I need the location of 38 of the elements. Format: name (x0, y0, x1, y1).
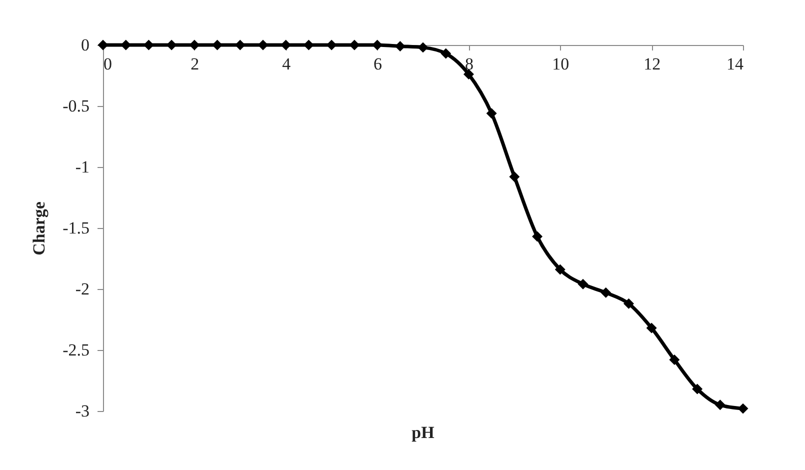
point (463, 69, 474, 80)
x-tick-label: 4 (282, 54, 292, 74)
point (440, 48, 452, 59)
point (600, 287, 612, 298)
point (692, 384, 703, 394)
x-tick-label: 0 (104, 54, 112, 74)
y-tick-label: -2 (75, 280, 90, 298)
y-tick-label: -2.5 (62, 340, 90, 360)
y-tick-label: -1 (75, 158, 90, 176)
y-axis-title: Charge (30, 201, 49, 256)
point (646, 322, 657, 334)
point (418, 42, 428, 53)
x-tick-label: 6 (374, 54, 382, 74)
point (738, 403, 748, 414)
x-tick-label: 8 (464, 54, 474, 74)
y-tick-label: -1.5 (62, 218, 90, 238)
x-tick-label: 2 (190, 54, 200, 74)
point (394, 40, 406, 52)
point (714, 400, 726, 410)
x-tick-label: 12 (644, 54, 661, 74)
point (486, 108, 497, 119)
point (189, 40, 200, 50)
point (623, 298, 634, 309)
point (166, 40, 177, 50)
x-tick-label: 10 (552, 54, 570, 74)
point (669, 354, 680, 366)
y-tick-label: -0.5 (62, 96, 90, 116)
y-tick-label: -3 (75, 402, 90, 420)
point (554, 264, 566, 275)
point (578, 278, 588, 290)
point (532, 231, 543, 242)
point (258, 40, 268, 50)
point (509, 172, 520, 182)
x-tick-label: 14 (726, 54, 744, 74)
point (349, 40, 360, 50)
y-tick-label: 0 (81, 36, 90, 54)
point (326, 40, 337, 50)
x-axis-title: pH (412, 423, 434, 442)
